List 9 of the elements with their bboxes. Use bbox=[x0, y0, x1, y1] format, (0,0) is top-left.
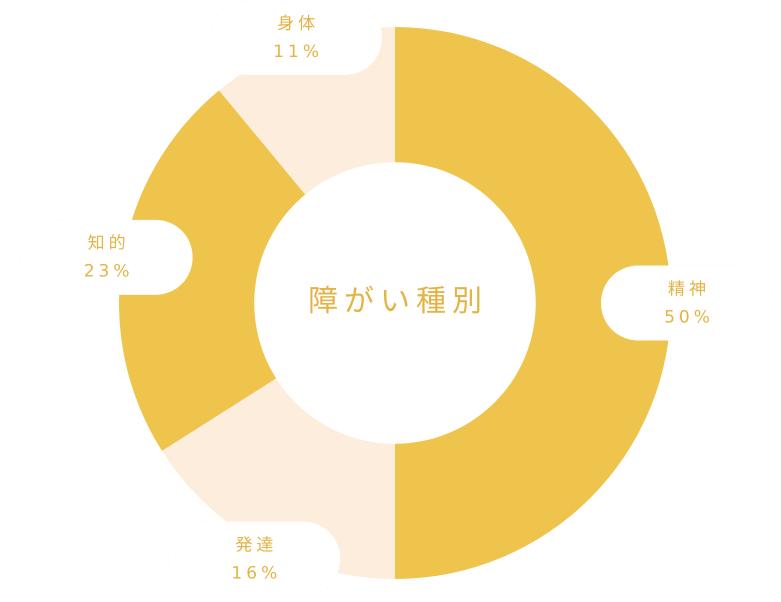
slice-label: 発達 bbox=[235, 535, 278, 556]
slice-label: 知的 bbox=[88, 234, 130, 254]
slice-label: 精神 bbox=[668, 279, 710, 300]
text: 障がい種別 bbox=[308, 284, 488, 319]
data-label: 23% bbox=[84, 262, 134, 282]
data-label: 16% bbox=[231, 563, 282, 584]
data-label: 50% bbox=[664, 307, 714, 328]
data-label: 11% bbox=[273, 42, 323, 62]
slice-label: 身体 bbox=[277, 14, 320, 34]
